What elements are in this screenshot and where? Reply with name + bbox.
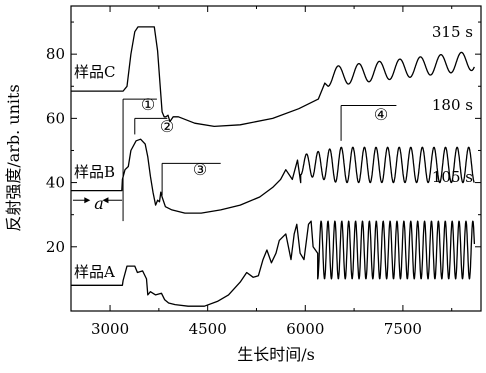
annotation-marks — [72, 98, 397, 222]
x-tick-label: 4500 — [189, 320, 227, 338]
interval-a-arrow-right-head — [102, 197, 109, 204]
period-label-sample-c: 315 s — [432, 23, 473, 41]
marker-1-label: ① — [141, 95, 155, 114]
x-tick-label: 3000 — [91, 320, 129, 338]
y-tick-label: 80 — [46, 45, 65, 63]
interval-a-arrow-left-head — [84, 197, 91, 204]
series-line-sample-b — [71, 138, 475, 214]
y-axis-label: 反射强度/arb. units — [4, 84, 23, 231]
y-tick-label: 40 — [46, 174, 65, 192]
marker-2-label: ② — [160, 117, 174, 136]
series-curves — [71, 26, 476, 307]
series-label-sample-c: 样品C — [74, 63, 115, 81]
y-tick-label: 20 — [46, 238, 65, 256]
period-label-sample-b: 180 s — [432, 96, 473, 114]
series-line-sample-a — [71, 220, 476, 307]
y-tick-label: 60 — [46, 109, 65, 127]
marker-3-label: ③ — [193, 160, 207, 179]
x-tick-label: 7500 — [384, 320, 422, 338]
axis-ticks: 3000 4500 6000 7500 20 40 60 80 — [46, 6, 481, 338]
period-label-sample-a: 105 s — [432, 168, 473, 186]
marker-4-label: ④ — [374, 105, 388, 124]
series-line-sample-c — [71, 26, 475, 128]
x-tick-label: 6000 — [286, 320, 324, 338]
series-label-sample-a: 样品A — [74, 263, 115, 281]
plot-frame — [70, 5, 482, 312]
x-axis-label: 生长时间/s — [237, 345, 315, 364]
interval-a-label: a — [94, 194, 104, 213]
series-label-sample-b: 样品B — [74, 163, 115, 181]
